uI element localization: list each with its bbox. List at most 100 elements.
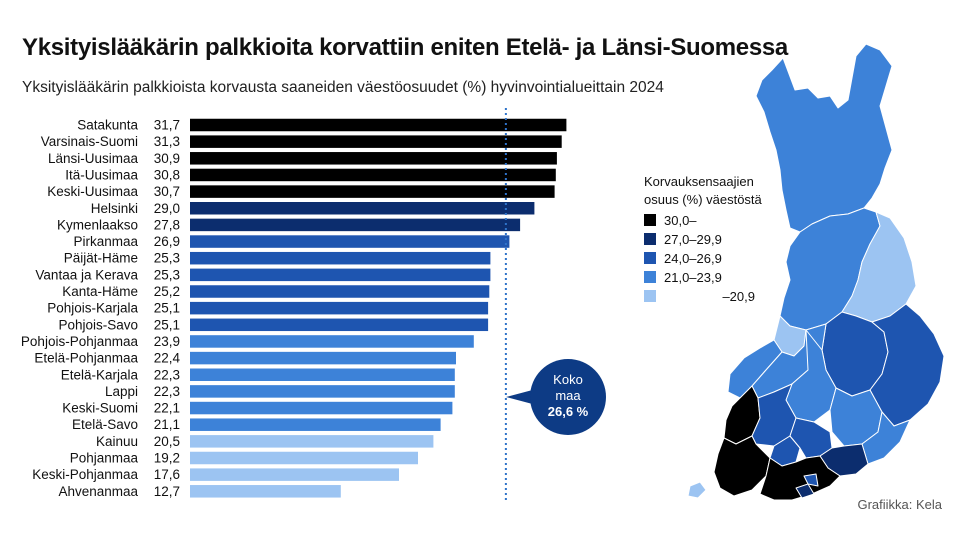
bar-label-etelä-savo: Etelä-Savo bbox=[72, 417, 138, 432]
bar-pirkanmaa bbox=[190, 235, 510, 248]
chart-subtitle: Yksityislääkärin palkkioista korvausta s… bbox=[22, 79, 664, 96]
legend-title-line-1: Korvauksensaajien bbox=[644, 174, 754, 189]
bar-value-pohjois-karjala: 25,1 bbox=[154, 301, 180, 316]
reference-label-line-3: 26,6 % bbox=[548, 404, 589, 419]
bar-etelä-karjala bbox=[190, 368, 455, 381]
bar-label-kanta-häme: Kanta-Häme bbox=[62, 284, 138, 299]
bar-value-itä-uusimaa: 30,8 bbox=[154, 167, 180, 182]
bar-value-keski-pohjanmaa: 17,6 bbox=[154, 467, 180, 482]
bar-vantaa-ja-kerava bbox=[190, 268, 491, 282]
bar-etelä-savo bbox=[190, 418, 441, 431]
bar-label-lappi: Lappi bbox=[105, 384, 138, 399]
bar-value-lappi: 22,3 bbox=[154, 384, 180, 399]
bar-value-helsinki: 29,0 bbox=[154, 201, 180, 216]
bar-group: Satakunta 31,7 Varsinais-Suomi 31,3 Länsi-Uu… bbox=[21, 118, 567, 499]
bar-value-pohjois-pohjanmaa: 23,9 bbox=[154, 334, 180, 349]
map-region-ahvenanmaa bbox=[687, 481, 707, 499]
bar-satakunta bbox=[190, 118, 567, 132]
map-region-uusimaa bbox=[759, 455, 841, 501]
bar-keski-uusimaa bbox=[190, 185, 555, 198]
bar-label-pirkanmaa: Pirkanmaa bbox=[73, 234, 138, 249]
bar-label-vantaa-ja-kerava: Vantaa ja Kerava bbox=[35, 267, 138, 282]
legend-swatch-2 bbox=[644, 233, 656, 245]
bar-keski-pohjanmaa bbox=[190, 468, 399, 481]
bar-label-pohjois-savo: Pohjois-Savo bbox=[58, 317, 138, 332]
bar-value-keski-suomi: 22,1 bbox=[154, 401, 180, 416]
bar-value-vantaa-ja-kerava: 25,3 bbox=[154, 267, 180, 282]
map-region-pohjois-karjala bbox=[869, 303, 945, 427]
bar-label-etelä-karjala: Etelä-Karjala bbox=[61, 367, 139, 382]
legend-swatch-1 bbox=[644, 214, 656, 226]
bar-value-pohjanmaa: 19,2 bbox=[154, 451, 180, 466]
chart-title: Yksityislääkärin palkkioita korvattiin e… bbox=[22, 34, 788, 61]
legend-title-line-2: osuus (%) väestöstä bbox=[644, 192, 763, 207]
bar-päijät-häme bbox=[190, 251, 491, 265]
map-region-varsinais-suomi bbox=[713, 435, 771, 497]
bar-value-kainuu: 20,5 bbox=[154, 434, 180, 449]
legend-swatch-5 bbox=[644, 290, 656, 302]
bar-label-päijät-häme: Päijät-Häme bbox=[64, 251, 138, 266]
map-region-vantaa-kerava bbox=[803, 473, 819, 487]
bar-pohjois-savo bbox=[190, 318, 489, 332]
bar-label-kymenlaakso: Kymenlaakso bbox=[57, 217, 138, 232]
bar-value-pirkanmaa: 26,9 bbox=[154, 234, 180, 249]
reference-label-line-1: Koko bbox=[553, 372, 583, 387]
bar-value-etelä-savo: 21,1 bbox=[154, 417, 180, 432]
map-region-helsinki bbox=[795, 483, 815, 499]
bar-pohjois-pohjanmaa bbox=[190, 335, 474, 348]
bar-value-satakunta: 31,7 bbox=[154, 118, 180, 133]
legend: Korvauksensaajien osuus (%) väestöstä 30,0… bbox=[644, 174, 763, 304]
reference-bubble bbox=[530, 359, 606, 435]
bar-label-etelä-pohjanmaa: Etelä-Pohjanmaa bbox=[34, 351, 138, 366]
bar-label-itä-uusimaa: Itä-Uusimaa bbox=[65, 167, 138, 182]
bar-label-keski-pohjanmaa: Keski-Pohjanmaa bbox=[32, 467, 138, 482]
bar-ahvenanmaa bbox=[190, 485, 341, 498]
bar-kymenlaakso bbox=[190, 218, 521, 232]
bar-label-pohjois-karjala: Pohjois-Karjala bbox=[47, 301, 138, 316]
bar-value-päijät-häme: 25,3 bbox=[154, 251, 180, 266]
reference-label-line-2: maa bbox=[555, 388, 581, 403]
bar-label-satakunta: Satakunta bbox=[77, 118, 138, 133]
finland-map bbox=[687, 43, 945, 501]
graphic-credit: Grafiikka: Kela bbox=[857, 497, 942, 512]
map-region-lappi bbox=[755, 43, 893, 233]
bar-value-kanta-häme: 25,2 bbox=[154, 284, 180, 299]
bar-value-länsi-uusimaa: 30,9 bbox=[154, 151, 180, 166]
bar-value-varsinais-suomi: 31,3 bbox=[154, 134, 180, 149]
bar-label-kainuu: Kainuu bbox=[96, 434, 138, 449]
bar-pohjanmaa bbox=[190, 451, 418, 465]
bar-label-keski-uusimaa: Keski-Uusimaa bbox=[47, 184, 138, 199]
bar-value-kymenlaakso: 27,8 bbox=[154, 217, 180, 232]
map-region-etela-karjala bbox=[861, 411, 911, 465]
bar-etelä-pohjanmaa bbox=[190, 351, 456, 365]
bar-varsinais-suomi bbox=[190, 135, 562, 148]
bar-keski-suomi bbox=[190, 401, 453, 415]
bar-value-ahvenanmaa: 12,7 bbox=[154, 484, 180, 499]
legend-entry-4: 21,0–23,9 bbox=[664, 270, 722, 285]
bar-value-pohjois-savo: 25,1 bbox=[154, 317, 180, 332]
bar-helsinki bbox=[190, 202, 535, 215]
legend-entry-1: 30,0– bbox=[664, 213, 697, 228]
bar-value-etelä-pohjanmaa: 22,4 bbox=[154, 351, 181, 366]
bar-itä-uusimaa bbox=[190, 168, 556, 182]
legend-entry-2: 27,0–29,9 bbox=[664, 232, 722, 247]
bar-label-varsinais-suomi: Varsinais-Suomi bbox=[41, 134, 138, 149]
bar-label-helsinki: Helsinki bbox=[91, 201, 138, 216]
bar-kainuu bbox=[190, 435, 434, 448]
legend-swatch-3 bbox=[644, 252, 656, 264]
bar-value-keski-uusimaa: 30,7 bbox=[154, 184, 180, 199]
bar-value-etelä-karjala: 22,3 bbox=[154, 367, 180, 382]
bar-label-pohjanmaa: Pohjanmaa bbox=[70, 451, 139, 466]
bar-länsi-uusimaa bbox=[190, 152, 557, 165]
bar-label-länsi-uusimaa: Länsi-Uusimaa bbox=[48, 151, 139, 166]
bar-label-pohjois-pohjanmaa: Pohjois-Pohjanmaa bbox=[21, 334, 139, 349]
legend-entry-3: 24,0–26,9 bbox=[664, 251, 722, 266]
legend-entry-5: –20,9 bbox=[722, 289, 755, 304]
bar-lappi bbox=[190, 385, 455, 398]
bar-kanta-häme bbox=[190, 285, 490, 298]
bar-label-ahvenanmaa: Ahvenanmaa bbox=[58, 484, 138, 499]
bar-pohjois-karjala bbox=[190, 301, 489, 315]
legend-swatch-4 bbox=[644, 271, 656, 283]
